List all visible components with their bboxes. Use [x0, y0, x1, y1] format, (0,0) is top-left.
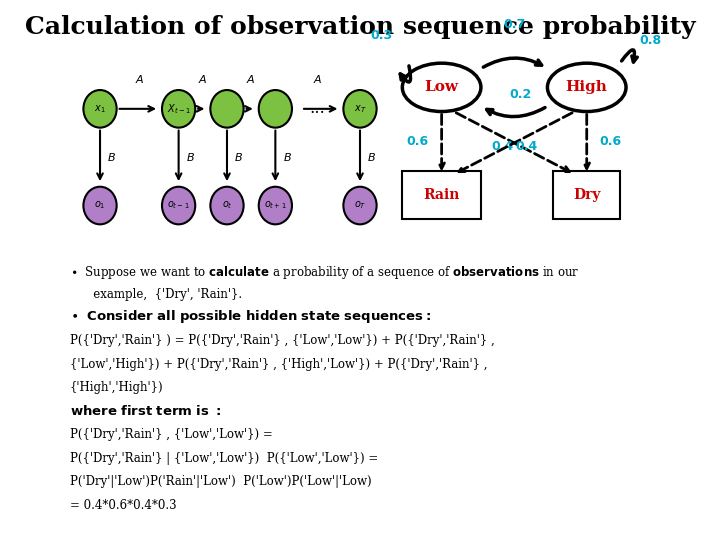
Text: $B$: $B$ — [107, 151, 116, 163]
Text: $B$: $B$ — [186, 151, 195, 163]
Ellipse shape — [210, 90, 243, 127]
Text: 0.4: 0.4 — [491, 140, 513, 153]
Text: $A$: $A$ — [246, 73, 256, 85]
Ellipse shape — [84, 187, 117, 224]
Text: 0.8: 0.8 — [639, 34, 661, 47]
Text: Calculation of observation sequence probability: Calculation of observation sequence prob… — [24, 15, 696, 39]
Text: $\bullet$  Suppose we want to $\mathbf{calculate}$ a probability of a sequence o: $\bullet$ Suppose we want to $\mathbf{ca… — [70, 264, 579, 281]
Ellipse shape — [162, 187, 195, 224]
Text: $o_t$: $o_t$ — [222, 200, 233, 212]
Ellipse shape — [258, 187, 292, 224]
Text: $A$: $A$ — [313, 73, 323, 85]
Text: ...: ... — [310, 100, 325, 117]
Text: $A$: $A$ — [198, 73, 207, 85]
Text: $B$: $B$ — [367, 151, 377, 163]
Text: {'High','High'}): {'High','High'}) — [70, 381, 163, 394]
FancyBboxPatch shape — [402, 171, 481, 219]
Ellipse shape — [162, 90, 195, 127]
Text: P({'Dry','Rain'} | {'Low','Low'})  P({'Low','Low'}) =: P({'Dry','Rain'} | {'Low','Low'}) P({'Lo… — [70, 451, 378, 464]
Text: Low: Low — [425, 80, 459, 94]
Text: {'Low','High'}) + P({'Dry','Rain'} , {'High','Low'}) + P({'Dry','Rain'} ,: {'Low','High'}) + P({'Dry','Rain'} , {'H… — [70, 357, 487, 370]
Text: 0.6: 0.6 — [600, 134, 622, 147]
Ellipse shape — [84, 90, 117, 127]
Text: example,  {'Dry', 'Rain'}.: example, {'Dry', 'Rain'}. — [82, 288, 242, 301]
Text: $o_{t+1}$: $o_{t+1}$ — [264, 200, 287, 212]
Ellipse shape — [343, 187, 377, 224]
Text: 0.6: 0.6 — [406, 134, 428, 147]
Text: $o_1$: $o_1$ — [94, 200, 106, 212]
Text: P({'Dry','Rain'} ) = P({'Dry','Rain'} , {'Low','Low'}) + P({'Dry','Rain'} ,: P({'Dry','Rain'} ) = P({'Dry','Rain'} , … — [70, 334, 495, 347]
Text: = 0.4*0.6*0.4*0.3: = 0.4*0.6*0.4*0.3 — [70, 499, 176, 512]
Ellipse shape — [343, 90, 377, 127]
Text: $B$: $B$ — [283, 151, 292, 163]
Text: P({'Dry','Rain'} , {'Low','Low'}) =: P({'Dry','Rain'} , {'Low','Low'}) = — [70, 428, 273, 441]
Text: $o_T$: $o_T$ — [354, 200, 366, 212]
Text: $X_{t-1}$: $X_{t-1}$ — [167, 102, 191, 116]
Text: Rain: Rain — [423, 188, 460, 202]
Text: 0.2: 0.2 — [509, 88, 531, 101]
FancyBboxPatch shape — [554, 171, 620, 219]
Ellipse shape — [547, 63, 626, 112]
Text: $o_{t-1}$: $o_{t-1}$ — [167, 200, 190, 212]
Text: Dry: Dry — [573, 188, 600, 202]
Text: $A$: $A$ — [135, 73, 144, 85]
Text: $\mathbf{where\ first\ term\ is\ :}$: $\mathbf{where\ first\ term\ is\ :}$ — [70, 404, 221, 418]
Text: $x_1$: $x_1$ — [94, 103, 106, 114]
Ellipse shape — [210, 187, 243, 224]
Text: $x_T$: $x_T$ — [354, 103, 366, 114]
Text: P('Dry'|'Low')P('Rain'|'Low')  P('Low')P('Low'|'Low): P('Dry'|'Low')P('Rain'|'Low') P('Low')P(… — [70, 475, 372, 488]
Text: $B$: $B$ — [234, 151, 243, 163]
Ellipse shape — [258, 90, 292, 127]
Text: 0.4: 0.4 — [515, 140, 537, 153]
Text: $\bullet$  $\mathbf{Consider\ all\ possible\ hidden\ state\ sequences:}$: $\bullet$ $\mathbf{Consider\ all\ possib… — [70, 308, 431, 325]
Text: High: High — [566, 80, 608, 94]
Ellipse shape — [402, 63, 481, 112]
Text: 0.7: 0.7 — [503, 18, 526, 31]
Text: 0.3: 0.3 — [370, 29, 392, 42]
